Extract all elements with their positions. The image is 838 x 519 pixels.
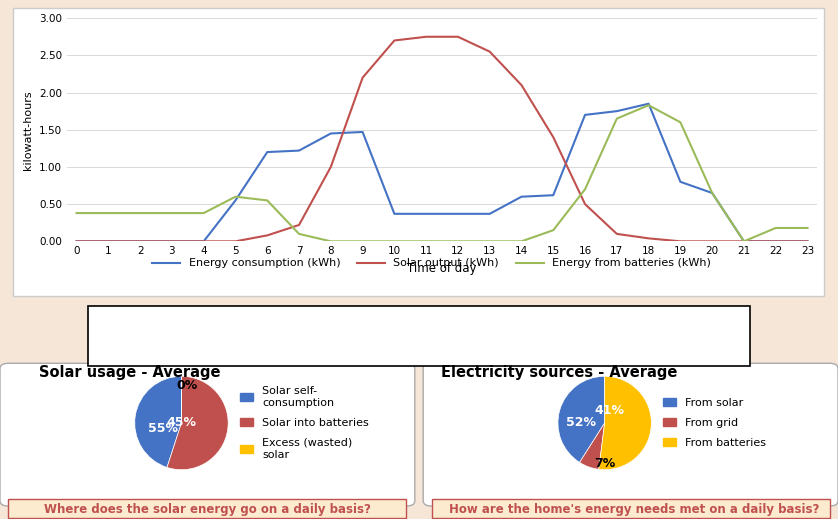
Text: Electricity sources - Average: Electricity sources - Average — [441, 365, 677, 379]
Text: 41%: 41% — [595, 403, 625, 417]
Wedge shape — [135, 376, 182, 468]
Legend: From solar, From grid, From batteries: From solar, From grid, From batteries — [659, 393, 771, 453]
Y-axis label: kilowatt-hours: kilowatt-hours — [23, 90, 34, 170]
Legend: Energy consumption (kWh), Solar output (kWh), Energy from batteries (kWh): Energy consumption (kWh), Solar output (… — [147, 254, 716, 273]
Wedge shape — [599, 376, 651, 470]
Wedge shape — [558, 376, 605, 462]
Wedge shape — [580, 423, 605, 469]
X-axis label: Time of day: Time of day — [407, 262, 477, 275]
Wedge shape — [167, 376, 228, 470]
Title: Electricity sources - Average: Electricity sources - Average — [512, 346, 749, 361]
Text: 0%: 0% — [176, 379, 197, 392]
Text: Household energy consumption, solar output and energy from batteries
following a: Household energy consumption, solar outp… — [148, 320, 690, 352]
Text: 52%: 52% — [566, 416, 597, 430]
Text: How are the home's energy needs met on a daily basis?: How are the home's energy needs met on a… — [449, 503, 820, 516]
Title: Solar usage - Average: Solar usage - Average — [116, 346, 298, 361]
Text: 55%: 55% — [148, 421, 178, 435]
Text: 7%: 7% — [594, 457, 615, 470]
Legend: Solar self-
consumption, Solar into batteries, Excess (wasted)
solar: Solar self- consumption, Solar into batt… — [235, 382, 373, 464]
Text: Solar usage - Average: Solar usage - Average — [39, 365, 220, 379]
Text: 45%: 45% — [167, 416, 196, 430]
Text: Where does the solar energy go on a daily basis?: Where does the solar energy go on a dail… — [44, 503, 371, 516]
